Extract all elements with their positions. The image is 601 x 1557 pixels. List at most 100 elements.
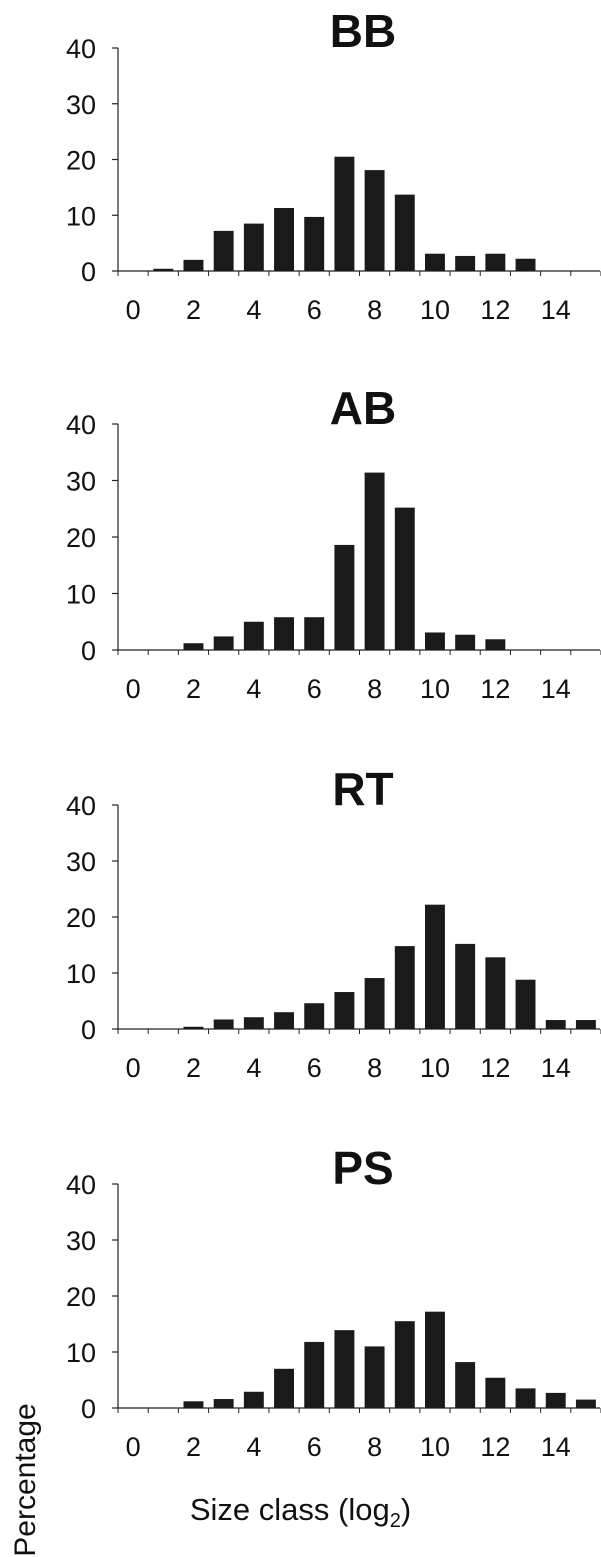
y-tick-label: 0	[81, 636, 96, 666]
bar	[183, 1401, 204, 1408]
x-tick-label: 10	[420, 1053, 450, 1083]
x-tick-label: 10	[420, 674, 450, 704]
bar	[425, 904, 445, 1029]
y-tick-label: 30	[66, 467, 96, 497]
x-tick-label: 4	[246, 295, 261, 325]
bar	[304, 1003, 325, 1029]
bar	[304, 617, 325, 650]
bar	[243, 223, 264, 271]
x-tick-label: 6	[307, 674, 322, 704]
bar	[183, 259, 204, 271]
y-tick-label: 40	[66, 410, 96, 440]
bar	[274, 1368, 294, 1408]
bar	[213, 636, 234, 650]
x-axis-label-close: )	[400, 1492, 412, 1527]
bar	[364, 1346, 385, 1408]
y-tick-label: 40	[66, 1170, 96, 1200]
bar	[545, 1392, 566, 1408]
y-tick-label: 40	[66, 791, 96, 821]
x-tick-label: 14	[541, 1053, 571, 1083]
bar	[394, 507, 415, 650]
x-tick-label: 12	[480, 1053, 510, 1083]
bar	[455, 634, 476, 650]
y-tick-label: 30	[66, 90, 96, 120]
bar	[455, 1362, 476, 1408]
x-tick-label: 2	[186, 1053, 201, 1083]
x-tick-label: 14	[541, 1432, 571, 1462]
x-tick-label: 4	[246, 674, 261, 704]
bar	[545, 1020, 566, 1029]
bar	[515, 1388, 536, 1408]
x-tick-label: 0	[126, 1432, 141, 1462]
bar	[364, 170, 385, 271]
bar	[183, 1026, 204, 1029]
x-tick-label: 6	[307, 1053, 322, 1083]
bar	[243, 1017, 264, 1029]
x-tick-label: 12	[480, 295, 510, 325]
x-tick-label: 12	[480, 674, 510, 704]
y-tick-label: 30	[66, 1226, 96, 1256]
y-tick-label: 20	[66, 903, 96, 933]
bar	[183, 643, 204, 650]
bar	[515, 979, 536, 1029]
x-tick-label: 14	[541, 674, 571, 704]
bar	[364, 472, 385, 650]
bar	[515, 258, 536, 271]
bar	[485, 253, 506, 271]
panel-title: AB	[330, 382, 396, 434]
x-tick-label: 6	[307, 295, 322, 325]
x-axis-label: Size class (log2)	[0, 1492, 601, 1533]
x-tick-label: 10	[420, 295, 450, 325]
bar	[455, 943, 476, 1029]
bar	[455, 255, 476, 271]
y-tick-label: 40	[66, 34, 96, 64]
x-tick-label: 8	[367, 1053, 382, 1083]
bar	[304, 216, 325, 271]
y-axis-label: Percentage	[9, 1403, 42, 1557]
bar	[394, 1321, 415, 1408]
bar	[334, 156, 355, 271]
bar	[394, 194, 415, 271]
panel-title: BB	[330, 5, 396, 57]
x-tick-label: 12	[480, 1432, 510, 1462]
y-tick-label: 20	[66, 146, 96, 176]
bar	[485, 1377, 506, 1408]
bar	[274, 208, 294, 271]
bar	[394, 946, 415, 1029]
y-tick-label: 10	[66, 959, 96, 989]
bar	[425, 632, 445, 650]
bar	[334, 1330, 355, 1408]
bar	[485, 639, 506, 650]
bar	[243, 1391, 264, 1408]
x-tick-label: 8	[367, 295, 382, 325]
x-tick-label: 4	[246, 1053, 261, 1083]
y-tick-label: 0	[81, 257, 96, 287]
x-tick-label: 0	[126, 1053, 141, 1083]
x-tick-label: 2	[186, 674, 201, 704]
bar	[334, 992, 355, 1029]
bar	[485, 957, 506, 1029]
y-tick-label: 0	[81, 1394, 96, 1424]
x-tick-label: 2	[186, 295, 201, 325]
x-tick-label: 14	[541, 295, 571, 325]
bar	[575, 1020, 596, 1029]
panel-title: RT	[332, 763, 393, 815]
y-tick-label: 20	[66, 523, 96, 553]
x-tick-label: 10	[420, 1432, 450, 1462]
x-tick-label: 6	[307, 1432, 322, 1462]
y-tick-label: 10	[66, 1338, 96, 1368]
bar	[274, 617, 294, 650]
y-tick-label: 10	[66, 580, 96, 610]
bar	[213, 230, 234, 271]
y-tick-label: 30	[66, 847, 96, 877]
y-tick-label: 0	[81, 1015, 96, 1045]
bar	[243, 621, 264, 650]
bar	[213, 1399, 234, 1408]
bar	[304, 1341, 325, 1408]
x-tick-label: 8	[367, 1432, 382, 1462]
x-tick-label: 4	[246, 1432, 261, 1462]
x-tick-label: 2	[186, 1432, 201, 1462]
bar	[153, 268, 174, 271]
x-tick-label: 0	[126, 295, 141, 325]
